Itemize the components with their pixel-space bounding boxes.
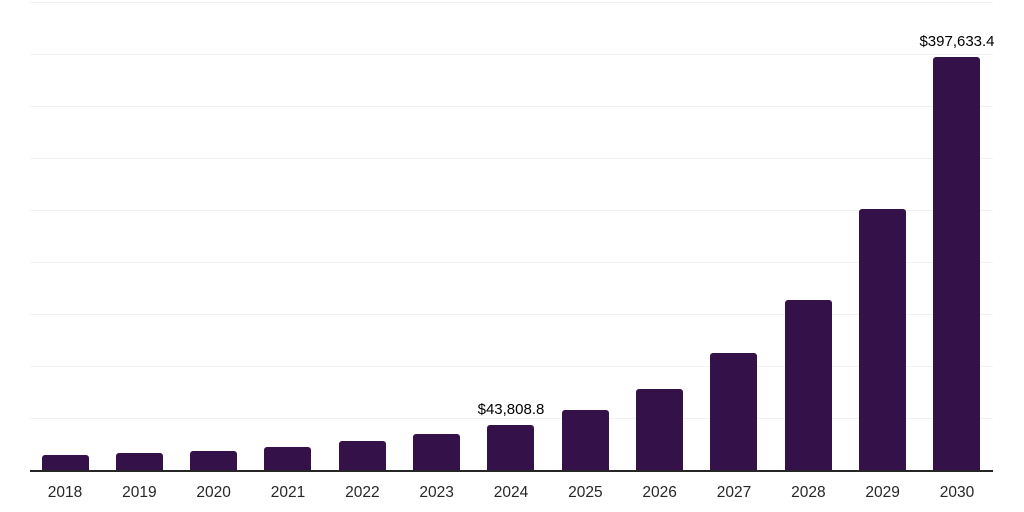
x-tick-2023: 2023 (419, 484, 454, 501)
x-tick-2026: 2026 (642, 484, 677, 501)
x-tick-2021: 2021 (270, 484, 306, 501)
bar-2019 (115, 452, 163, 471)
gridline (30, 54, 993, 55)
gridline (30, 366, 993, 367)
plot-area: $43,808.8 $397,633.4 (30, 2, 995, 472)
bar-2026 (636, 388, 684, 471)
x-tick-2019: 2019 (122, 484, 157, 501)
x-tick-2030: 2030 (939, 484, 975, 501)
x-axis-line (30, 470, 993, 472)
gridline (30, 210, 993, 211)
bar-2028 (784, 300, 832, 471)
gridline (30, 106, 993, 107)
bar-2018 (41, 454, 89, 471)
bar-2021 (264, 446, 312, 471)
gridline (30, 418, 993, 419)
x-tick-2022: 2022 (345, 484, 380, 501)
x-tick-2028: 2028 (791, 484, 826, 501)
x-tick-2025: 2025 (568, 484, 603, 501)
x-tick-2024: 2024 (493, 484, 529, 501)
x-tick-2018: 2018 (47, 484, 83, 501)
gridline (30, 262, 993, 263)
x-tick-2029: 2029 (865, 484, 900, 501)
bar-2020 (190, 451, 238, 471)
bar-2029 (859, 209, 907, 471)
bar-2030 (933, 57, 981, 471)
bar-value-label-2024: $43,808.8 (477, 401, 545, 419)
x-tick-2020: 2020 (196, 484, 231, 501)
gridline (30, 158, 993, 159)
bar-2025 (561, 410, 609, 471)
bar-value-label-2030: $397,633.4 (919, 33, 995, 51)
gridline (30, 2, 993, 3)
bar-2027 (710, 352, 758, 471)
bar-2024 (487, 425, 535, 471)
x-tick-2027: 2027 (716, 484, 752, 501)
gridline (30, 314, 993, 315)
bar-2023 (413, 434, 461, 471)
bar-2022 (338, 441, 386, 471)
